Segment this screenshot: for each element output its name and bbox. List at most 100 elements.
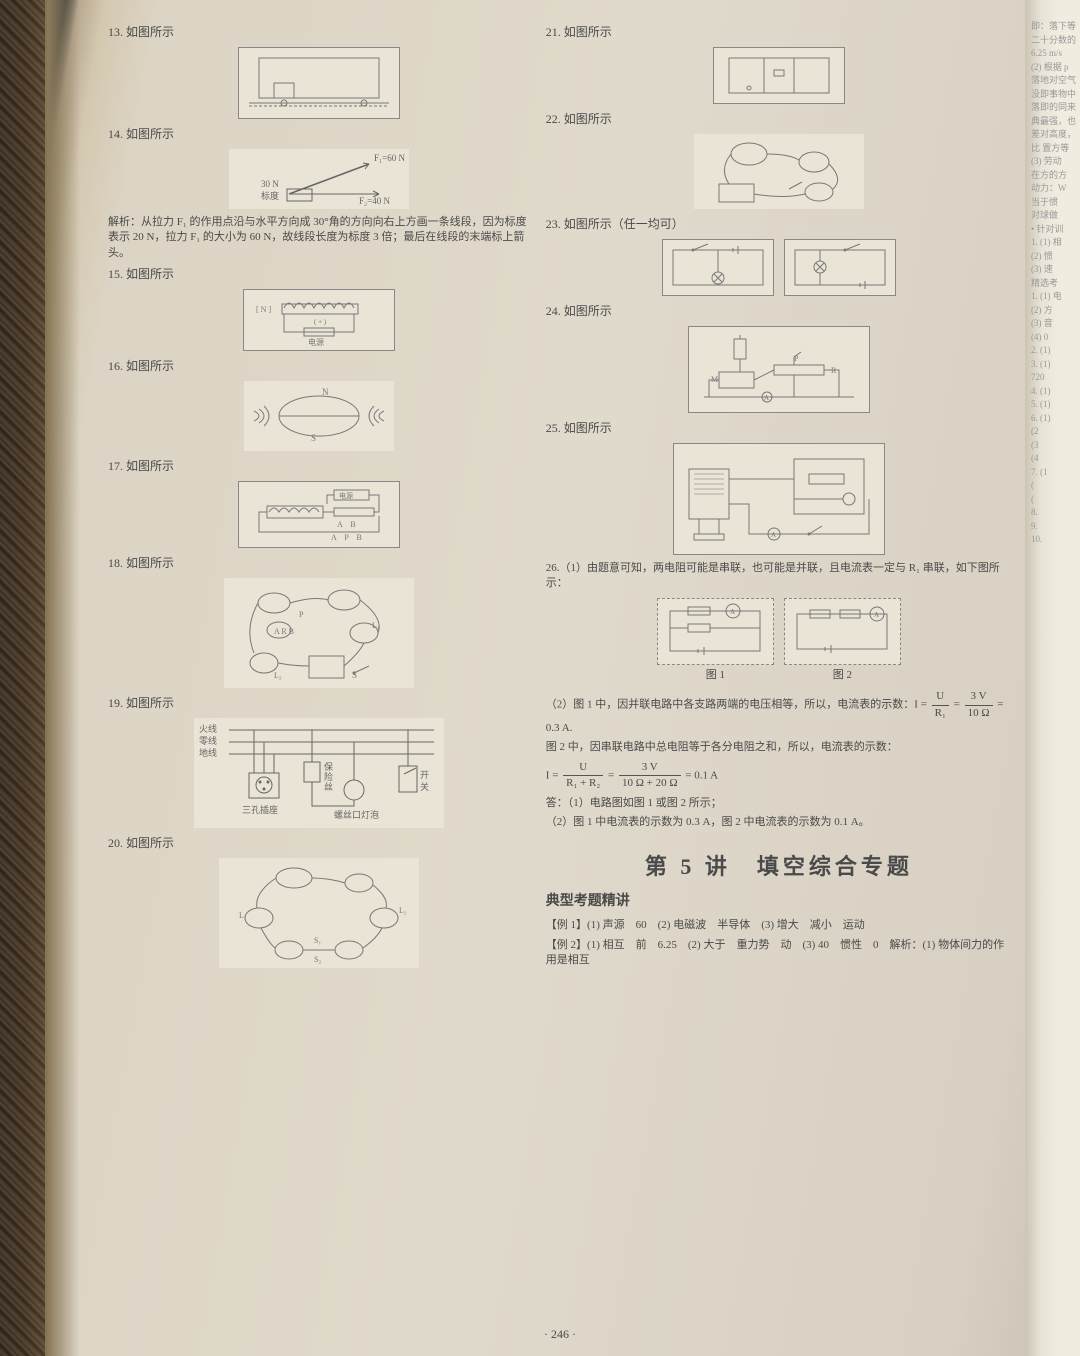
svg-text:S₁: S₁ <box>314 936 321 945</box>
svg-text:A: A <box>771 531 776 539</box>
q22-text: 22. 如图所示 <box>546 110 1012 128</box>
svg-text:零线: 零线 <box>199 735 217 746</box>
q14-analysis: 解析：从拉力 F₁ 的作用点沿与水平方向成 30°角的方向向右上方画一条线段，因… <box>108 215 530 261</box>
q21-figure <box>713 47 845 104</box>
svg-text:三孔插座: 三孔插座 <box>242 804 278 815</box>
svg-text:关: 关 <box>420 781 429 792</box>
svg-text:开: 开 <box>420 770 429 780</box>
next-page-fragment: (2) 根据 p <box>1031 61 1080 75</box>
q15-text: 15. 如图所示 <box>108 265 530 283</box>
section-5-title: 第 5 讲 填空综合专题 <box>546 850 1012 883</box>
q14-figure: F₁=60 N 30 N标度 F₂=40 N <box>229 149 409 209</box>
q26-2a: （2）图 1 中，因并联电路中各支路两端的电压相等，所以，电流表的示数：I = … <box>546 689 1012 736</box>
svg-text:S₂: S₂ <box>314 955 321 964</box>
next-page-fragment: (2) 方 <box>1031 304 1080 318</box>
next-page-fragment: 在方的方 <box>1031 169 1080 183</box>
q26-2c: 图 2 中，因串联电路中总电阻等于各分电阻之和，所以，电流表的示数： <box>546 740 1012 755</box>
next-page-fragment: (4) 0 <box>1031 331 1080 345</box>
next-page-fragment: 二十分数的 <box>1031 34 1080 48</box>
q26-ans1: 答：（1）电路图如图 1 或图 2 所示； <box>546 796 1012 811</box>
next-page-fragment: 5. (1) <box>1031 398 1080 412</box>
svg-text:L₂: L₂ <box>274 671 282 680</box>
next-page-fragment: 典最强，也 <box>1031 115 1080 129</box>
next-page-fragment: ( <box>1031 479 1080 493</box>
next-page-fragment: 动力：W <box>1031 182 1080 196</box>
svg-text:L₁: L₁ <box>239 911 247 920</box>
next-page-fragment: 1. (1) 电 <box>1031 290 1080 304</box>
svg-text:A B: A B <box>337 520 356 529</box>
svg-text:F₂=40 N: F₂=40 N <box>359 196 390 206</box>
svg-text:N: N <box>322 387 329 397</box>
svg-text:险: 险 <box>324 771 333 782</box>
q26-ans2: （2）图 1 中电流表的示数为 0.3 A，图 2 中电流表的示数为 0.1 A… <box>546 815 1012 830</box>
frac-U-R1: UR₁ <box>932 689 949 721</box>
next-page-fragment: 当于惯 <box>1031 196 1080 210</box>
dianxing-title: 典型考题精讲 <box>546 891 1012 912</box>
q25-text: 25. 如图所示 <box>546 419 1012 437</box>
next-page-fragment: (4 <box>1031 452 1080 466</box>
next-page-fragment: 对球做 <box>1031 209 1080 223</box>
svg-text:A P B: A P B <box>331 533 362 542</box>
svg-text:电源: 电源 <box>308 337 324 347</box>
next-page-fragment: (3) 劳动 <box>1031 155 1080 169</box>
q24-figure: MPRA <box>688 326 870 413</box>
svg-text:[ N ]: [ N ] <box>256 305 271 314</box>
q26-2d: I = UR₁ + R₂ = 3 V10 Ω + 20 Ω = 0.1 A <box>546 760 1012 792</box>
svg-text:A: A <box>730 608 735 616</box>
q26-2d-text: I = <box>546 769 559 781</box>
next-page-fragment: 6.25 m/s <box>1031 47 1080 61</box>
frac-U-R1R2: UR₁ + R₂ <box>563 760 603 792</box>
svg-text:30 N: 30 N <box>261 179 279 189</box>
fig2-caption: 图 2 <box>784 667 901 684</box>
next-page-edge: 即：落下等二十分数的6.25 m/s(2) 根据 p落地对空气没即事物中落即的同… <box>1025 0 1080 1356</box>
q16-figure: NS <box>244 381 394 451</box>
q18-figure: PA R BL₁L₂S <box>224 578 414 688</box>
svg-text:A R B: A R B <box>274 627 294 636</box>
example-2: 【例 2】(1) 相互 前 6.25 (2) 大于 重力势 动 (3) 40 惯… <box>546 938 1012 969</box>
q17-text: 17. 如图所示 <box>108 457 530 475</box>
next-page-fragment: 差对高度， <box>1031 128 1080 142</box>
next-page-fragment: 10. <box>1031 533 1080 547</box>
svg-text:A: A <box>764 394 769 402</box>
svg-text:F₁=60 N: F₁=60 N <box>374 153 405 163</box>
q14-text: 14. 如图所示 <box>108 125 530 143</box>
q13-text: 13. 如图所示 <box>108 23 530 41</box>
left-column: 13. 如图所示 14. 如图所示 F₁=60 N 30 N标度 F₂=40 N 解… <box>100 10 538 1346</box>
svg-text:地线: 地线 <box>199 747 217 758</box>
q26-1: 26.（1）由题意可知，两电阻可能是串联，也可能是并联，且电流表一定与 R₁ 串… <box>546 561 1012 592</box>
next-page-fragment: 6. (1) <box>1031 412 1080 426</box>
next-page-fragment: 比 置方等 <box>1031 142 1080 156</box>
q23-figures <box>546 239 1012 296</box>
q19-text: 19. 如图所示 <box>108 694 530 712</box>
q17-figure: 电源A BA P B <box>238 481 400 548</box>
q20-figure: L₁L₂S₁S₂ <box>219 858 419 968</box>
frac-3V-10O: 3 V10 Ω <box>965 689 993 721</box>
next-page-fragment: 3. (1) <box>1031 358 1080 372</box>
q25-figure: A <box>673 443 885 555</box>
frac-3V-30O: 3 V10 Ω + 20 Ω <box>619 760 681 792</box>
svg-text:( + ): ( + ) <box>314 318 327 326</box>
next-page-fragment: (3) 速 <box>1031 263 1080 277</box>
q22-figure <box>694 134 864 209</box>
next-page-fragment: 4. (1) <box>1031 385 1080 399</box>
table-surface <box>0 0 45 1356</box>
next-page-fragment: 8. <box>1031 506 1080 520</box>
svg-text:火线: 火线 <box>199 723 217 734</box>
svg-text:标度: 标度 <box>261 190 279 201</box>
next-page-fragment: 即：落下等 <box>1031 20 1080 34</box>
q13-figure <box>238 47 400 119</box>
next-page-fragment: 9. <box>1031 520 1080 534</box>
next-page-fragment: 7. (1 <box>1031 466 1080 480</box>
svg-text:P: P <box>299 610 304 619</box>
next-page-fragment: (2) 惯 <box>1031 250 1080 264</box>
next-page-fragment: 720 <box>1031 371 1080 385</box>
q19-figure: 火线零线地线三孔插座保险丝螺丝口灯泡开关 <box>194 718 444 828</box>
q26-2e-text: = 0.1 A <box>685 769 718 781</box>
fig1-caption: 图 1 <box>657 667 774 684</box>
svg-text:A: A <box>874 611 879 619</box>
next-page-fragment: • 针对训 <box>1031 223 1080 237</box>
q26-2a-text: （2）图 1 中，因并联电路中各支路两端的电压相等，所以，电流表的示数：I = <box>546 699 927 711</box>
next-page-fragment: 1. (1) 相 <box>1031 236 1080 250</box>
svg-text:保: 保 <box>324 761 333 772</box>
next-page-fragment: 2. (1) <box>1031 344 1080 358</box>
